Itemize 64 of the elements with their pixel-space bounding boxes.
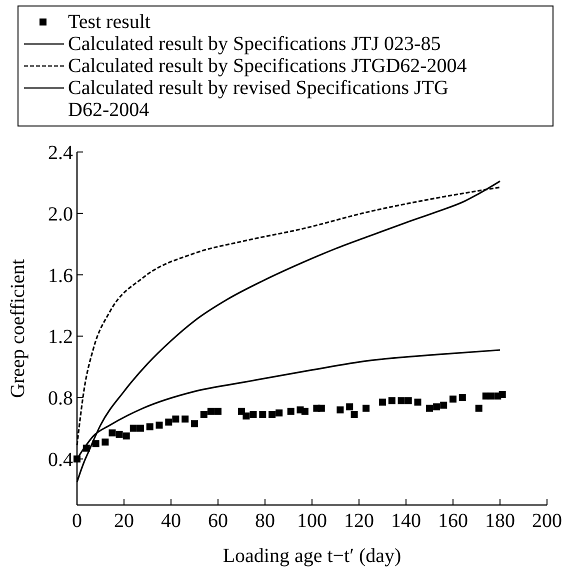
point [398,397,405,404]
point [301,408,308,415]
point [172,416,180,423]
point [404,397,412,404]
point [426,404,433,412]
y-tick-label: 1.2 [48,326,73,348]
point [379,398,386,406]
point [250,410,257,418]
point [487,392,494,400]
legend-label: Calculated result by Specifications JTGD62-2004 [68,55,467,77]
point [92,440,100,448]
legend-label: Calculated result by revised Specifications JTG D62-2004 [68,77,448,121]
x-tick-label: 140 [391,510,421,532]
x-tick-label: 200 [532,510,562,532]
point [268,410,276,418]
legend-label: Test result [68,11,151,33]
point [362,404,370,412]
point [122,432,130,440]
point [146,423,154,430]
point [475,404,482,412]
point [116,430,123,438]
point [182,416,189,423]
y-tick-label: 2.0 [48,203,73,226]
point [156,422,163,429]
point [336,406,344,414]
point [259,410,266,418]
x-tick-label: 0 [72,510,82,532]
x-tick-label: 180 [485,510,515,532]
y-tick-label: 0.4 [48,448,73,471]
point [450,396,456,403]
point [414,398,422,406]
point [242,412,250,420]
point [200,410,208,418]
point [318,404,325,412]
point [458,394,466,402]
legend-label: Calculated result by Specifications JTJ 023-85 [68,33,441,55]
x-tick-label: 60 [208,510,228,532]
x-tick-label: 80 [255,510,275,532]
point [388,397,396,404]
point [440,402,448,409]
point [350,410,358,418]
point [346,403,354,410]
y-tick-label: 2.4 [48,142,73,164]
point [191,420,198,428]
point [102,438,109,446]
y-axis-title: Greep coefficient [7,258,29,398]
x-tick-label: 20 [114,510,134,532]
point [108,429,116,436]
x-tick-label: 40 [161,510,181,532]
point [136,424,144,432]
x-tick-label: 160 [438,510,468,532]
x-tick-label: 100 [297,510,327,532]
x-axis-title: Loading age t−t′ (day) [222,545,402,567]
point [207,408,214,415]
point [276,409,283,416]
point [130,424,137,432]
point [165,418,172,426]
y-tick-label: 1.6 [48,264,73,287]
y-tick-label: 0.8 [48,388,73,410]
point [214,408,222,415]
point [433,403,440,410]
x-tick-label: 120 [344,510,374,532]
point [287,408,294,415]
point [498,390,506,398]
